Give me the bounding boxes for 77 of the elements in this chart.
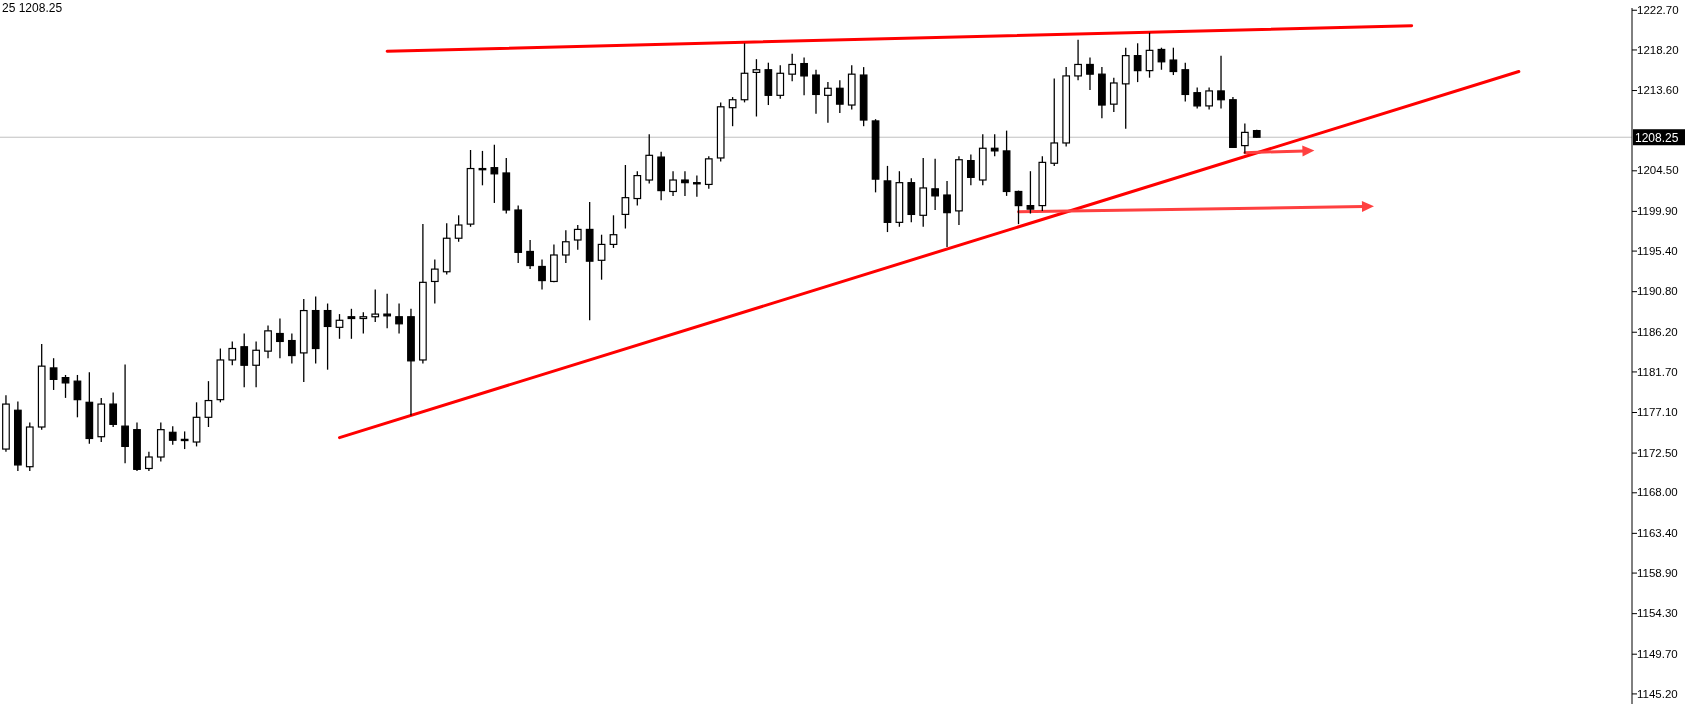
candlestick [1205,86,1213,111]
candlestick [1074,39,1082,81]
y-tick-label: 1204.50 [1637,164,1679,177]
annotation: 25 1208.25 [2,1,63,15]
candlestick [276,317,284,359]
candlestick [931,158,939,211]
y-tick-label: 1154.30 [1637,607,1678,620]
candlestick [168,425,177,446]
candlestick [800,56,808,96]
y-tick-label: 1163.40 [1637,527,1678,540]
candlestick [454,214,463,243]
y-tick-label: 1158.90 [1637,566,1678,579]
y-tick-label: 1172.50 [1637,446,1678,459]
candlestick [609,214,618,249]
candlestick [347,308,356,340]
candlestick [430,258,439,305]
candlestick [943,180,951,248]
candlestick [693,174,701,198]
candlestick [121,363,129,464]
candlestick [788,53,797,82]
candlestick [1086,56,1094,91]
candlestick [145,451,153,472]
candlestick [395,302,403,335]
candlestick [561,229,570,264]
candlestick [812,69,820,115]
y-tick-label: 1199.90 [1637,205,1678,218]
candlestick [1169,47,1178,76]
candlestick [990,133,999,157]
y-tick-label: 1218.20 [1637,43,1679,56]
candlestick [73,374,82,418]
y-tick-label: 1222.70 [1637,3,1679,16]
candlestick [728,96,737,127]
candlestick [359,311,368,335]
candlestick [621,164,630,230]
candlestick [1014,189,1023,225]
y-tick-label: 1186.20 [1637,325,1678,338]
candlestick [1193,86,1202,110]
candlestick [1026,170,1035,215]
y-tick-label: 1213.60 [1637,84,1679,97]
candlestick [228,340,237,366]
candlestick [752,58,761,118]
candlestick [1109,77,1118,113]
y-tick-label: 1149.70 [1637,647,1678,660]
candlestick [49,357,58,391]
y-tick-label: 1168.00 [1637,486,1678,499]
candlestick [240,332,249,388]
candlestick [1050,77,1059,167]
candlestick [573,224,582,251]
y-tick-label: 1195.40 [1637,244,1678,257]
candlestick [204,380,213,428]
candlestick [597,234,606,281]
ref-line-label: 1208.25 [1635,130,1679,145]
candlestick [681,170,689,197]
candlestick [835,79,844,114]
candlestick [287,332,296,365]
candlestick [824,81,832,124]
candlestick [538,258,546,291]
candlestick [526,239,534,270]
candlestick [633,170,642,207]
candlestick [61,374,70,399]
candlestick [776,64,785,100]
candlestick [383,293,392,329]
candlestick [966,153,975,186]
candlestick [1217,54,1225,110]
y-tick-label: 1145.20 [1637,687,1678,700]
candlestick [669,170,677,197]
y-tick-label: 1181.70 [1637,365,1678,378]
candlestick [252,340,260,388]
candlestick [109,391,118,428]
y-tick-label: 1190.80 [1637,285,1678,298]
candlestick [264,324,272,359]
candlestick [323,302,332,371]
candlestick [371,288,380,323]
y-tick-label: 1177.10 [1637,406,1678,419]
candlestick [1133,42,1142,83]
candlestick [1240,122,1249,155]
candlestick [490,144,499,204]
